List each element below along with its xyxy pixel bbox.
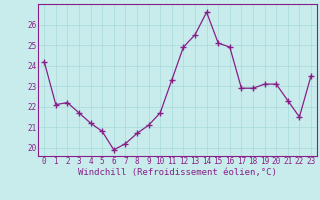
X-axis label: Windchill (Refroidissement éolien,°C): Windchill (Refroidissement éolien,°C) (78, 168, 277, 177)
